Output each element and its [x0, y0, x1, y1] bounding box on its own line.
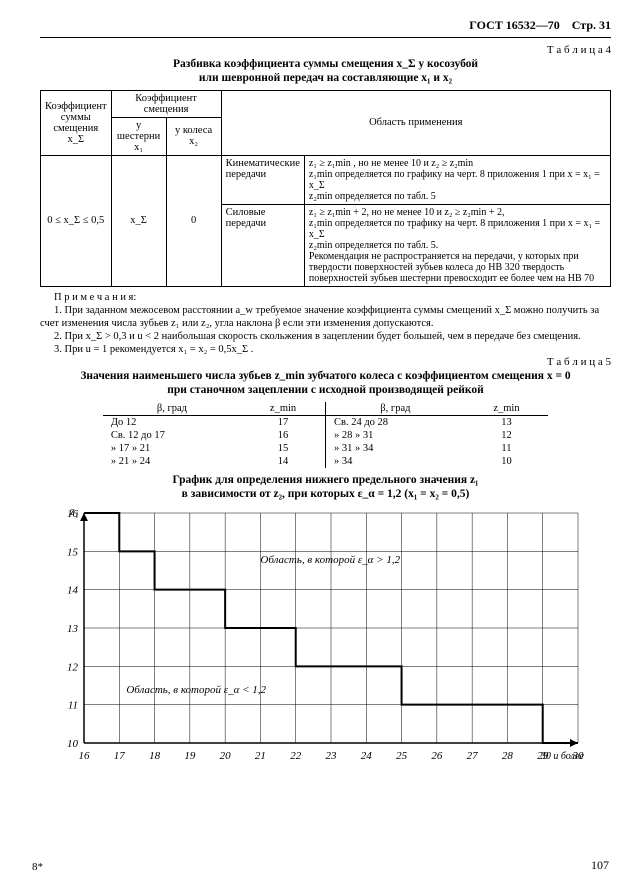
- t5-r1b: » 28 » 31: [325, 429, 464, 442]
- t5-hz1: z_min: [241, 402, 325, 416]
- t4-r1-type: Кинематические передачи: [221, 155, 304, 204]
- t5-l0b: До 12: [103, 415, 241, 429]
- page-label: Стр. 31: [572, 18, 611, 32]
- t5-r3b: » 34: [325, 455, 464, 468]
- table4: Коэффициент суммы смещения x_Σ Коэффицие…: [40, 90, 611, 287]
- svg-text:12: 12: [67, 662, 79, 674]
- svg-text:16: 16: [79, 750, 91, 762]
- t4-r1-text: z₁ ≥ z₁min , но не менее 10 и z₂ ≥ z₂min…: [304, 155, 610, 204]
- svg-text:15: 15: [67, 547, 79, 559]
- t5-r1z: 12: [465, 429, 548, 442]
- t5-r0b: Св. 24 до 28: [325, 415, 464, 429]
- t4-range: 0 ≤ x_Σ ≤ 0,5: [41, 155, 112, 286]
- svg-text:11: 11: [68, 700, 78, 712]
- std-number: ГОСТ 16532—70: [469, 18, 560, 32]
- svg-text:Область, в которой ε_α < 1,2: Область, в которой ε_α < 1,2: [126, 685, 266, 697]
- t4-h1: Коэффициент суммы смещения x_Σ: [41, 90, 112, 155]
- svg-text:24: 24: [361, 750, 373, 762]
- t5-r2z: 11: [465, 442, 548, 455]
- table4-title-l1: Разбивка коэффициента суммы смещения x_Σ…: [40, 58, 611, 72]
- t4-x2: 0: [166, 155, 221, 286]
- t5-l3b: » 21 » 24: [103, 455, 241, 468]
- t5-hb2: β, град: [325, 402, 464, 416]
- t5-r2b: » 31 » 34: [325, 442, 464, 455]
- t5-l2z: 15: [241, 442, 325, 455]
- svg-text:30 и более: 30 и более: [540, 751, 585, 762]
- t4-h4: Область применения: [221, 90, 610, 155]
- table5: β, град z_min β, град z_min До 1217Св. 2…: [103, 402, 548, 468]
- t4-r2-type: Силовые передачи: [221, 204, 304, 286]
- note-1: 1. При заданном межосевом расстоянии a_w…: [40, 304, 611, 330]
- t5-hb1: β, град: [103, 402, 241, 416]
- svg-text:27: 27: [467, 750, 479, 762]
- svg-text:Область, в которой ε_α > 1,2: Область, в которой ε_α > 1,2: [260, 554, 400, 566]
- t5-l0z: 17: [241, 415, 325, 429]
- chart: 1011121314151616171819202122232425262728…: [50, 507, 590, 767]
- table5-label: Т а б л и ц а 5: [40, 356, 611, 368]
- t5-hz2: z_min: [465, 402, 548, 416]
- svg-text:22: 22: [290, 750, 302, 762]
- t5-l3z: 14: [241, 455, 325, 468]
- svg-text:z₁: z₁: [69, 507, 79, 518]
- t5-r0z: 13: [465, 415, 548, 429]
- table4-title-l2: или шевронной передач на составляющие x₁…: [40, 72, 611, 86]
- t4-r2-text: z₁ ≥ z₁min + 2, но не менее 10 и z₂ ≥ z₂…: [304, 204, 610, 286]
- svg-text:19: 19: [184, 750, 196, 762]
- svg-text:20: 20: [220, 750, 232, 762]
- header-rule: [40, 37, 611, 38]
- svg-text:28: 28: [502, 750, 514, 762]
- t5-l1b: Св. 12 до 17: [103, 429, 241, 442]
- chart-title-l2: в зависимости от z₂, при которых ε_α = 1…: [40, 488, 611, 502]
- t4-h2: у шестерни x₁: [111, 117, 166, 155]
- t4-hgroup: Коэффициент смещения: [111, 90, 221, 117]
- table5-title-l2: при станочном зацеплении с исходной прои…: [40, 384, 611, 398]
- svg-text:13: 13: [67, 623, 79, 635]
- t4-h3: у колеса x₂: [166, 117, 221, 155]
- notes-block: П р и м е ч а н и я: 1. При заданном меж…: [40, 291, 611, 357]
- t5-l2b: » 17 » 21: [103, 442, 241, 455]
- t5-l1z: 16: [241, 429, 325, 442]
- notes-h: П р и м е ч а н и я:: [40, 291, 611, 304]
- footer-left: 8*: [32, 861, 43, 873]
- svg-text:23: 23: [326, 750, 338, 762]
- svg-text:17: 17: [114, 750, 126, 762]
- t5-r3z: 10: [465, 455, 548, 468]
- svg-text:25: 25: [396, 750, 408, 762]
- svg-text:14: 14: [67, 585, 79, 597]
- table4-label: Т а б л и ц а 4: [40, 44, 611, 56]
- t4-x1: x_Σ: [111, 155, 166, 286]
- chart-title-l1: График для определения нижнего предельно…: [40, 474, 611, 488]
- table5-title-l1: Значения наименьшего числа зубьев z_min …: [40, 370, 611, 384]
- svg-text:10: 10: [67, 738, 79, 750]
- svg-text:21: 21: [255, 750, 266, 762]
- footer-right: 107: [591, 858, 609, 873]
- svg-text:18: 18: [149, 750, 161, 762]
- note-3: 3. При u = 1 рекомендуется x₁ = x₂ = 0,5…: [40, 343, 611, 356]
- note-2: 2. При x_Σ > 0,3 и u < 2 наибольшая скор…: [40, 330, 611, 343]
- svg-text:26: 26: [431, 750, 443, 762]
